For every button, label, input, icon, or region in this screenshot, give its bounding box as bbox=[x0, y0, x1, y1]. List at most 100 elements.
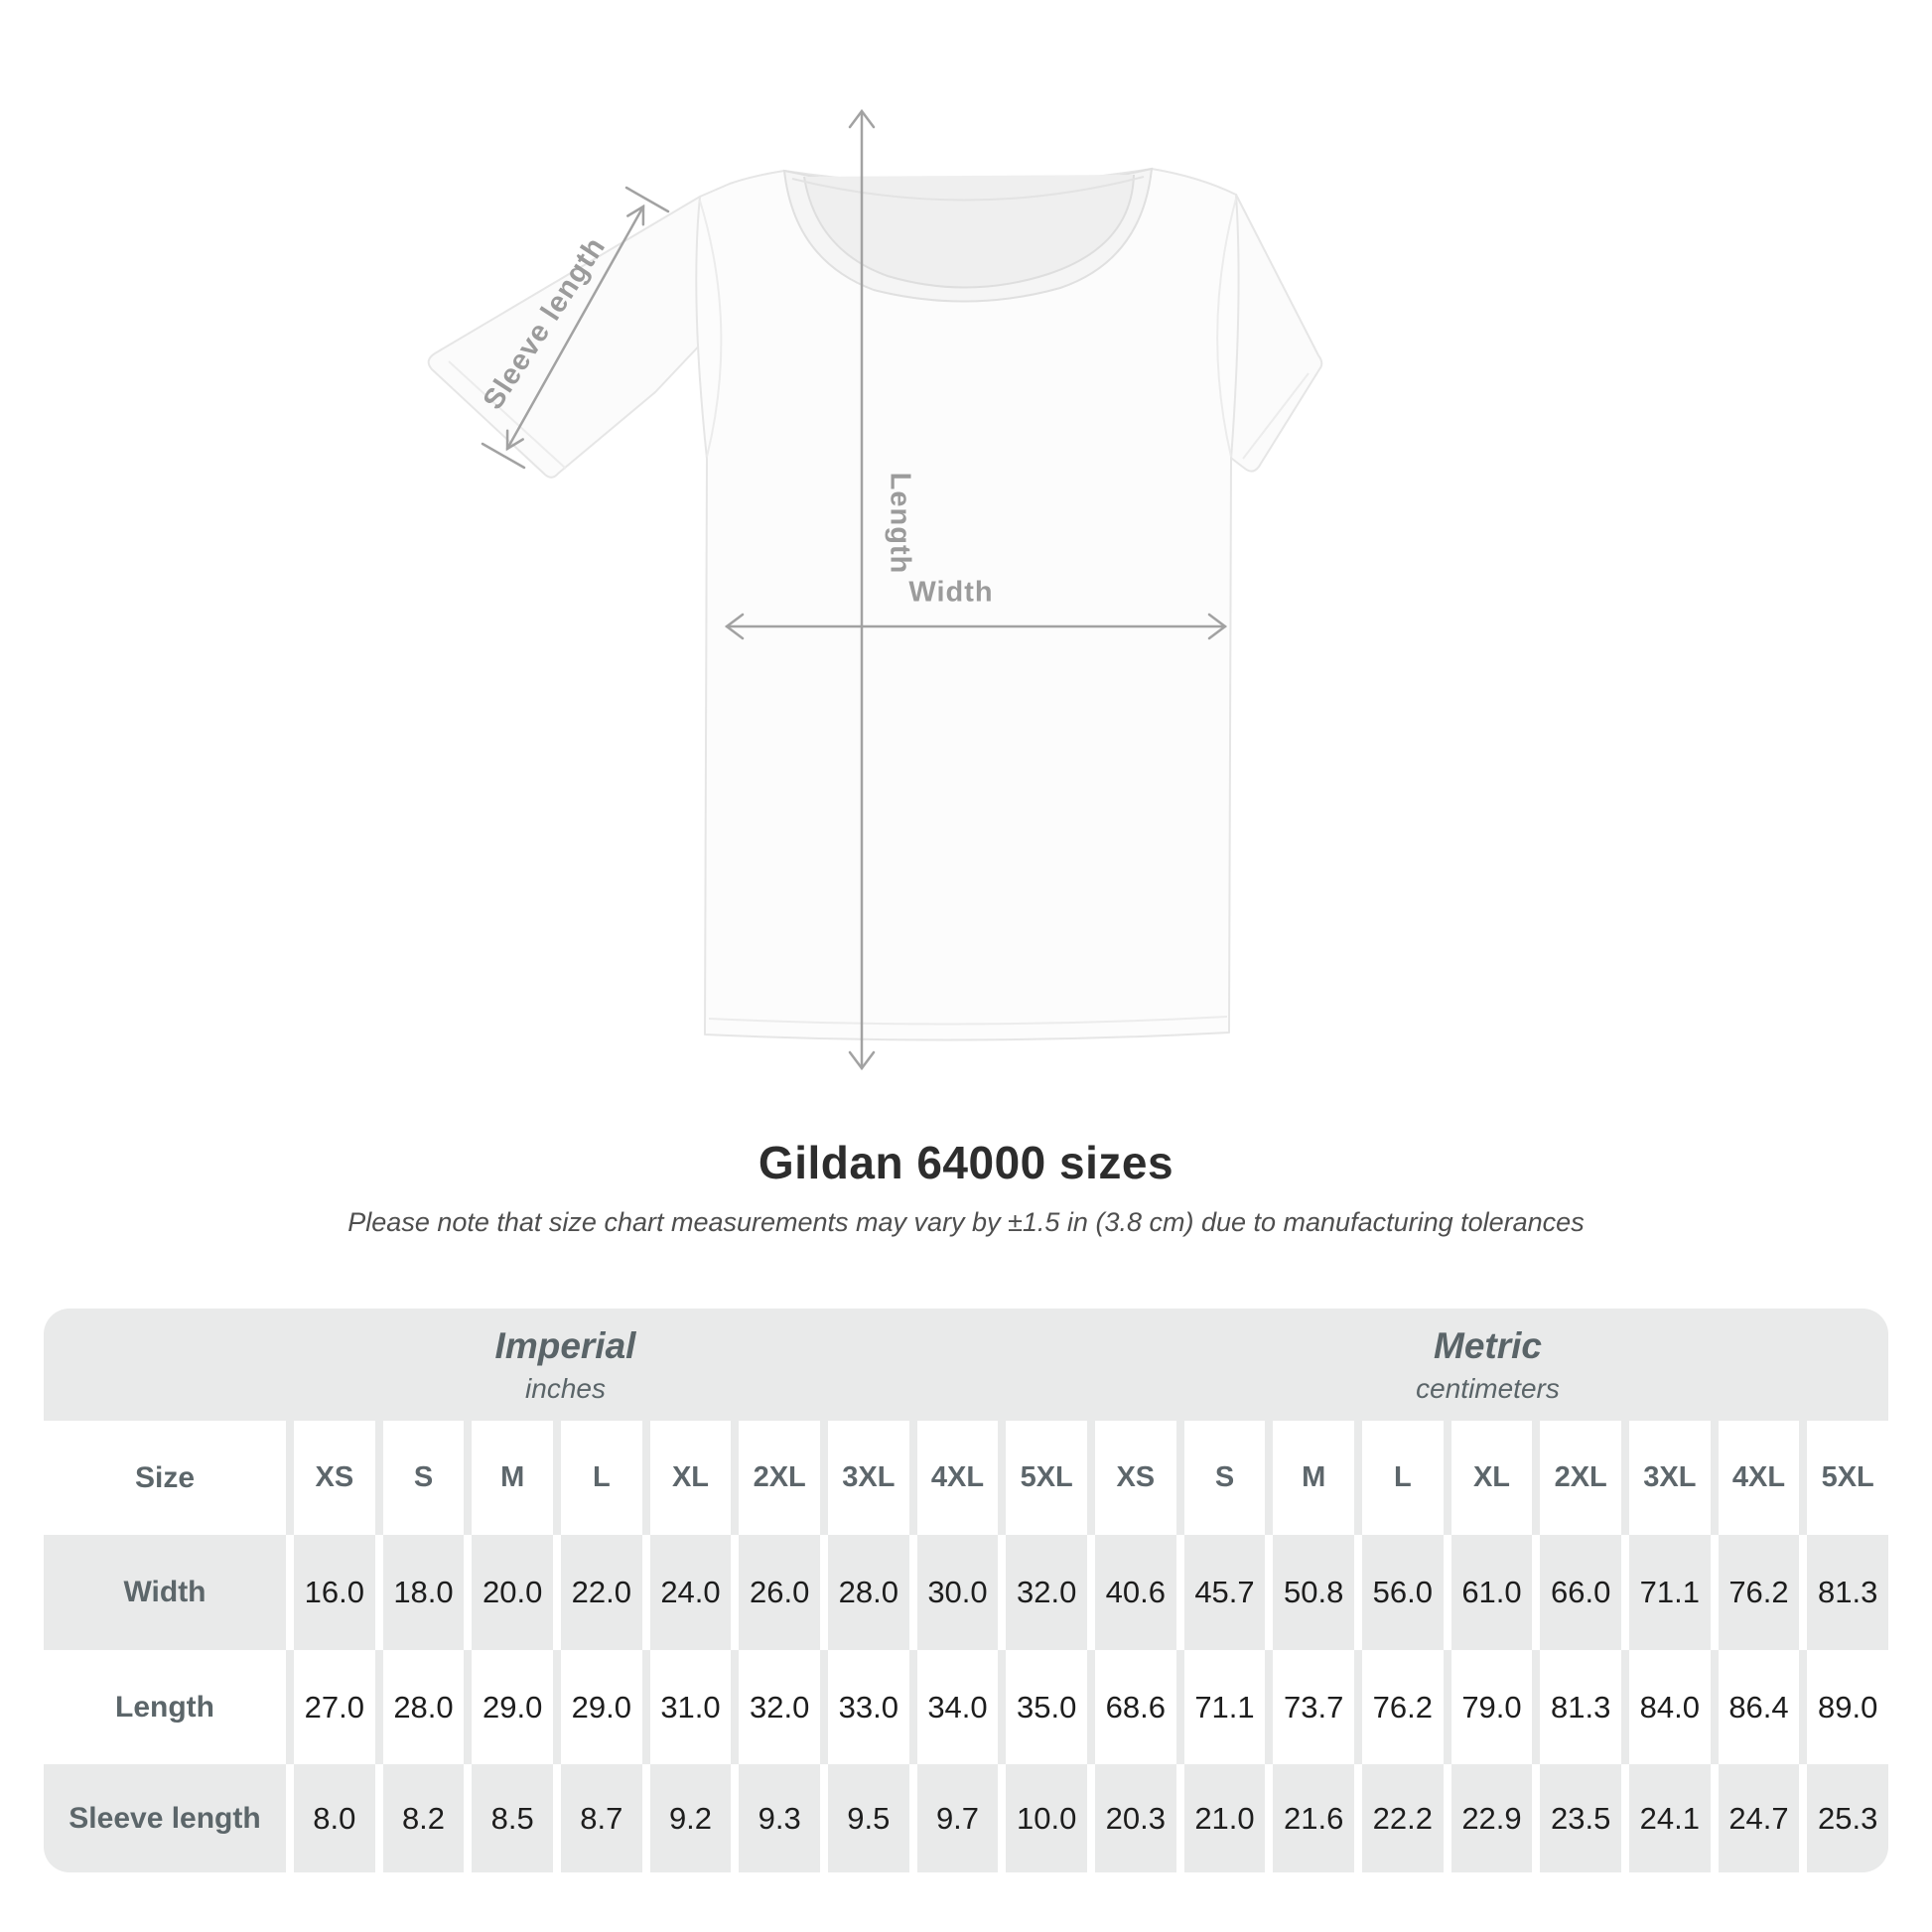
sleeve-arrow-bottom bbox=[505, 429, 524, 452]
tolerance-note: Please note that size chart measurements… bbox=[347, 1207, 1585, 1237]
table-cell: 71.1 bbox=[1628, 1535, 1711, 1650]
size-col-header: 2XL bbox=[739, 1421, 820, 1535]
table-cell: 21.6 bbox=[1273, 1764, 1354, 1872]
table-cell: 10.0 bbox=[1006, 1764, 1087, 1872]
table-cell: 22.0 bbox=[560, 1535, 642, 1650]
size-col-header: 3XL bbox=[1628, 1421, 1711, 1535]
table-cell: 22.2 bbox=[1361, 1764, 1444, 1872]
table-cell: 9.5 bbox=[827, 1764, 909, 1872]
table-cell: 66.0 bbox=[1540, 1535, 1621, 1650]
sleeve-cap-top bbox=[624, 186, 670, 213]
table-cell: 31.0 bbox=[649, 1650, 732, 1764]
table-cell: 18.0 bbox=[382, 1535, 465, 1650]
table-cell: 45.7 bbox=[1183, 1535, 1266, 1650]
size-col-header: 3XL bbox=[827, 1421, 909, 1535]
table-cell: 76.2 bbox=[1361, 1650, 1444, 1764]
table-cell: 28.0 bbox=[382, 1650, 465, 1764]
size-col-header: 4XL bbox=[1718, 1421, 1800, 1535]
table-cell: 33.0 bbox=[827, 1650, 909, 1764]
table-cell: 20.0 bbox=[472, 1535, 553, 1650]
imperial-label: Imperial bbox=[494, 1324, 636, 1366]
metric-label: Metric bbox=[1434, 1324, 1542, 1366]
size-col-header: XS bbox=[294, 1421, 375, 1535]
size-col-header: 2XL bbox=[1540, 1421, 1621, 1535]
size-col-header: M bbox=[472, 1421, 553, 1535]
size-col-header: L bbox=[560, 1421, 642, 1535]
table-cell: 68.6 bbox=[1094, 1650, 1176, 1764]
table-cell: 35.0 bbox=[1006, 1650, 1087, 1764]
table-cell: 21.0 bbox=[1183, 1764, 1266, 1872]
table-cell: 29.0 bbox=[472, 1650, 553, 1764]
table-cell: 81.3 bbox=[1540, 1650, 1621, 1764]
row-label-sleeve-length: Sleeve length bbox=[44, 1764, 286, 1872]
table-cell: 71.1 bbox=[1183, 1650, 1266, 1764]
page-title: Gildan 64000 sizes bbox=[758, 1137, 1174, 1188]
table-cell: 81.3 bbox=[1807, 1535, 1888, 1650]
table-cell: 8.5 bbox=[472, 1764, 553, 1872]
table-cell: 84.0 bbox=[1628, 1650, 1711, 1764]
size-col-header: XL bbox=[1450, 1421, 1533, 1535]
units-header-row: Imperial inches Metric centimeters bbox=[44, 1309, 1888, 1421]
sleeve-line bbox=[505, 205, 645, 451]
table-cell: 8.2 bbox=[382, 1764, 465, 1872]
size-col-header: S bbox=[1183, 1421, 1266, 1535]
sleeve-cap-bottom bbox=[481, 442, 526, 470]
row-label-width: Width bbox=[44, 1535, 286, 1650]
table-cell: 24.7 bbox=[1718, 1764, 1800, 1872]
table-cell: 24.0 bbox=[649, 1535, 732, 1650]
table-cell: 9.7 bbox=[916, 1764, 999, 1872]
row-label-length: Length bbox=[44, 1650, 286, 1764]
imperial-header: Imperial inches bbox=[44, 1309, 1087, 1421]
size-header-row: Size XS S M L XL 2XL 3XL 4XL 5XL XS S M … bbox=[44, 1421, 1888, 1535]
table-cell: 23.5 bbox=[1540, 1764, 1621, 1872]
length-arrow-top bbox=[848, 108, 876, 129]
size-col-header: L bbox=[1361, 1421, 1444, 1535]
table-cell: 76.2 bbox=[1718, 1535, 1800, 1650]
length-label: Length bbox=[884, 472, 916, 575]
table-cell: 50.8 bbox=[1273, 1535, 1354, 1650]
table-cell: 86.4 bbox=[1718, 1650, 1800, 1764]
table-cell: 9.3 bbox=[739, 1764, 820, 1872]
table-cell: 24.1 bbox=[1628, 1764, 1711, 1872]
size-col-header: M bbox=[1273, 1421, 1354, 1535]
table-cell: 20.3 bbox=[1094, 1764, 1176, 1872]
tshirt-shape bbox=[427, 167, 1323, 1041]
width-label: Width bbox=[908, 576, 994, 609]
table-cell: 22.9 bbox=[1450, 1764, 1533, 1872]
table-cell: 16.0 bbox=[294, 1535, 375, 1650]
size-chart-table: Imperial inches Metric centimeters Size … bbox=[44, 1309, 1888, 1872]
table-cell: 89.0 bbox=[1807, 1650, 1888, 1764]
size-col-header: 5XL bbox=[1006, 1421, 1087, 1535]
sleeve-arrow-top bbox=[626, 204, 645, 226]
table-cell: 40.6 bbox=[1094, 1535, 1176, 1650]
imperial-unit: inches bbox=[525, 1372, 606, 1404]
size-row-label: Size bbox=[44, 1421, 286, 1535]
length-row: Length 27.0 28.0 29.0 29.0 31.0 32.0 33.… bbox=[44, 1650, 1888, 1764]
table-cell: 26.0 bbox=[739, 1535, 820, 1650]
metric-header: Metric centimeters bbox=[1087, 1309, 1888, 1421]
sleeve-length-row: Sleeve length 8.0 8.2 8.5 8.7 9.2 9.3 9.… bbox=[44, 1764, 1888, 1872]
size-col-header: 5XL bbox=[1807, 1421, 1888, 1535]
table-cell: 30.0 bbox=[916, 1535, 999, 1650]
length-arrow-bottom bbox=[848, 1050, 876, 1071]
table-cell: 79.0 bbox=[1450, 1650, 1533, 1764]
dimension-lines bbox=[481, 108, 1228, 1071]
table-cell: 73.7 bbox=[1273, 1650, 1354, 1764]
table-cell: 34.0 bbox=[916, 1650, 999, 1764]
size-col-header: S bbox=[382, 1421, 465, 1535]
table-cell: 32.0 bbox=[739, 1650, 820, 1764]
size-col-header: XS bbox=[1094, 1421, 1176, 1535]
table-cell: 8.0 bbox=[294, 1764, 375, 1872]
table-cell: 28.0 bbox=[827, 1535, 909, 1650]
table-cell: 25.3 bbox=[1807, 1764, 1888, 1872]
table-cell: 9.2 bbox=[649, 1764, 732, 1872]
table-cell: 32.0 bbox=[1006, 1535, 1087, 1650]
table-cell: 61.0 bbox=[1450, 1535, 1533, 1650]
size-col-header: 4XL bbox=[916, 1421, 999, 1535]
width-arrow-right bbox=[1207, 613, 1228, 640]
table-cell: 56.0 bbox=[1361, 1535, 1444, 1650]
table-cell: 8.7 bbox=[560, 1764, 642, 1872]
table-cell: 29.0 bbox=[560, 1650, 642, 1764]
